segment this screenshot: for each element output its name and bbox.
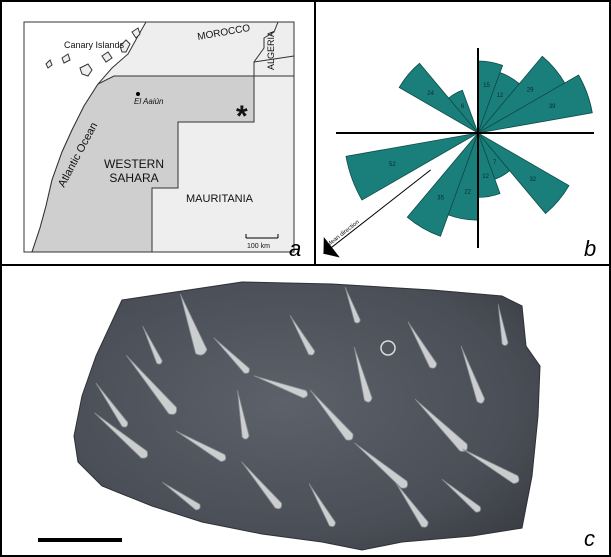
rose-diagram-svg: 15 12 29 39 32 7 12 22 35 52 24 6 Mean direction b — [323, 48, 596, 261]
fossil-shell-1 — [125, 355, 177, 415]
rose-sector-label-2: 29 — [527, 87, 534, 93]
rose-sectors — [345, 55, 593, 237]
canary-islands — [45, 27, 141, 77]
fossil-shell-11 — [407, 321, 438, 369]
fossil-shell-20 — [142, 325, 163, 365]
rose-sector-label-1: 12 — [497, 93, 504, 99]
scale-bar-label: 100 km — [247, 243, 270, 250]
rose-sector-labels: 15 12 29 39 32 7 12 22 35 52 24 6 — [389, 83, 556, 202]
panel-b-letter: b — [584, 236, 596, 261]
fossil-shell-22 — [344, 287, 361, 324]
collection-site-marker: * — [236, 100, 248, 133]
fossil-shell-9 — [353, 346, 373, 403]
rose-sector-10 — [398, 62, 479, 134]
rose-sector-4 — [477, 132, 570, 215]
fossil-shell-0 — [179, 293, 208, 356]
morocco-algeria-border — [253, 55, 295, 63]
limestone-slab — [73, 281, 541, 551]
mean-direction-shaft — [323, 169, 432, 255]
fossil-shell-14 — [462, 448, 520, 484]
rose-sector-label-4: 32 — [529, 177, 536, 183]
rose-sector-label-0: 15 — [483, 83, 490, 89]
rose-sector-label-3: 39 — [549, 104, 556, 110]
mean-direction-arrowhead — [323, 237, 340, 258]
fossil-shell-8 — [309, 389, 354, 441]
fossil-slab-photo: c — [38, 281, 595, 551]
rose-sector-label-7: 22 — [464, 189, 471, 195]
rose-sector-label-6: 12 — [482, 174, 489, 180]
fossil-shell-18 — [395, 482, 429, 528]
fossil-shell-19 — [497, 304, 509, 346]
fossil-shell-23 — [441, 478, 481, 513]
panel-b-rose-diagram: 15 12 29 39 32 7 12 22 35 52 24 6 Mean direction b — [314, 0, 611, 266]
panel-a-map: Canary Islands MOROCCO ALGERIA Atlantic … — [0, 0, 316, 266]
fossil-shell-2 — [94, 412, 148, 459]
fossil-shell-12 — [414, 398, 468, 452]
fossil-shell-17 — [162, 481, 201, 511]
fossil-shell-6 — [253, 375, 308, 399]
canary-islands-label: Canary Islands — [64, 40, 125, 50]
western-sahara-area — [31, 75, 255, 253]
rose-sector-label-10: 24 — [427, 91, 434, 97]
rose-sector-label-9: 52 — [389, 162, 396, 168]
panel-a-letter: a — [289, 236, 301, 261]
panel-c-photo: c — [0, 264, 611, 557]
fossil-shell-13 — [460, 345, 485, 404]
rose-sector-label-11: 6 — [461, 104, 465, 110]
fossil-shell-10 — [354, 442, 408, 489]
fossil-shell-21 — [213, 337, 250, 374]
el-aaiun-label: El Aaiún — [134, 97, 164, 106]
fossil-shell-3 — [95, 382, 129, 428]
fossil-shell-15 — [241, 461, 283, 510]
western-sahara-label-line2: SAHARA — [109, 171, 158, 185]
mean-direction-label: Mean direction — [326, 219, 361, 248]
algeria-border — [253, 21, 279, 76]
el-aaiun-dot — [136, 92, 140, 96]
orthoceras-fossils — [94, 287, 520, 528]
map-svg: Canary Islands MOROCCO ALGERIA Atlantic … — [2, 2, 314, 264]
fossil-cross-section — [380, 340, 396, 356]
rose-sector-11 — [448, 89, 479, 134]
fossil-shell-5 — [237, 390, 250, 440]
mauritania-label: MAURITANIA — [186, 193, 254, 205]
rose-sector-8 — [406, 132, 479, 237]
rose-sector-label-5: 7 — [493, 160, 497, 166]
panel-c-letter: c — [584, 526, 595, 551]
fossil-shell-7 — [289, 314, 316, 356]
photo-scale-bar — [38, 538, 122, 542]
rose-sector-9 — [345, 132, 479, 201]
western-sahara-label-line1: WESTERN — [104, 157, 164, 171]
rose-sector-label-8: 35 — [437, 196, 444, 202]
mean-direction-arrow — [323, 169, 432, 258]
algeria-label: ALGERIA — [266, 31, 276, 70]
fossil-shell-4 — [175, 430, 227, 462]
rose-sector-3 — [477, 74, 593, 134]
fossil-shell-16 — [308, 483, 336, 527]
